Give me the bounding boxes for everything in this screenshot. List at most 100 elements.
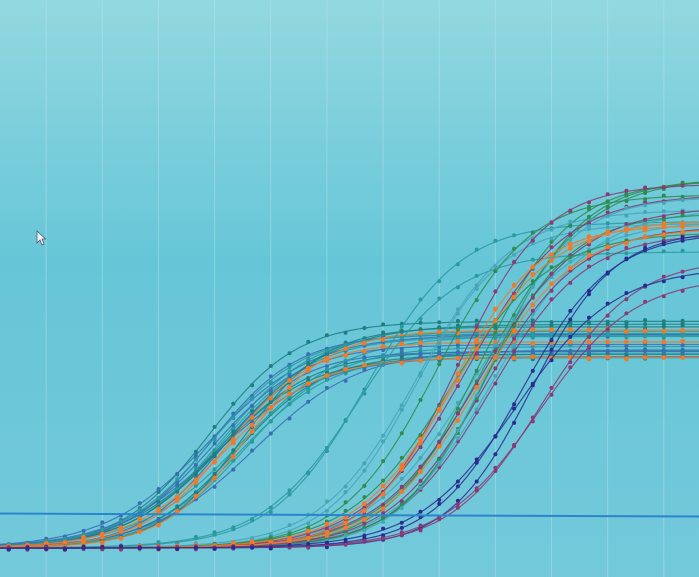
data-point: [455, 307, 460, 312]
data-point: [680, 323, 685, 328]
data-point: [212, 472, 217, 477]
data-point: [493, 349, 498, 354]
data-point: [362, 348, 367, 354]
data-point: [399, 407, 404, 412]
data-point: [287, 391, 292, 396]
data-point: [380, 337, 386, 342]
data-point: [474, 247, 479, 252]
data-point: [512, 420, 517, 425]
data-point: [418, 358, 423, 364]
data-point: [512, 233, 517, 238]
data-point: [193, 457, 198, 462]
data-point: [118, 525, 124, 531]
data-point: [549, 236, 554, 241]
data-point: [250, 518, 255, 523]
data-point: [362, 517, 367, 522]
data-point: [399, 329, 404, 334]
curve-line: [0, 332, 699, 547]
data-point: [418, 340, 423, 346]
data-point: [381, 526, 386, 531]
data-point: [268, 419, 273, 424]
data-point: [268, 431, 273, 436]
data-point: [680, 180, 685, 185]
data-point: [530, 272, 536, 277]
data-point: [418, 330, 423, 336]
data-point: [680, 194, 685, 199]
data-point: [212, 459, 218, 465]
data-point: [175, 471, 180, 476]
data-point: [381, 322, 386, 327]
data-point: [436, 444, 442, 449]
data-point: [474, 407, 479, 412]
data-point: [605, 354, 611, 360]
data-point: [680, 328, 685, 333]
data-point: [455, 323, 460, 328]
data-point: [175, 504, 180, 509]
data-point: [118, 529, 124, 534]
data-point: [587, 221, 591, 226]
data-point: [493, 336, 498, 341]
data-point: [306, 541, 311, 546]
data-point: [661, 348, 666, 353]
data-point: [381, 511, 386, 516]
data-point: [455, 505, 460, 510]
data-point: [437, 326, 442, 331]
data-point: [530, 322, 535, 327]
amplification-curve[interactable]: [0, 270, 699, 552]
data-point: [418, 445, 423, 450]
data-point: [661, 294, 666, 299]
data-point: [642, 227, 648, 233]
data-point: [418, 327, 423, 332]
data-point: [343, 520, 348, 526]
curve-line: [0, 343, 699, 547]
data-point: [587, 292, 591, 297]
data-point: [362, 468, 367, 473]
amplification-curve[interactable]: [0, 326, 699, 550]
data-point: [680, 349, 685, 354]
data-point: [231, 423, 236, 428]
data-point: [437, 352, 442, 356]
data-point: [568, 255, 573, 260]
data-point: [587, 321, 591, 326]
data-point: [287, 351, 292, 356]
data-point: [381, 536, 386, 541]
data-point: [474, 488, 479, 493]
data-point: [511, 294, 517, 300]
data-point: [324, 348, 329, 353]
data-point: [605, 321, 610, 326]
data-point: [250, 545, 255, 550]
data-point: [680, 234, 685, 239]
data-point: [605, 199, 610, 204]
data-point: [661, 224, 667, 230]
data-point: [680, 321, 685, 325]
data-point: [231, 401, 236, 406]
data-point: [381, 354, 386, 359]
data-point: [306, 471, 311, 476]
data-point: [193, 462, 198, 467]
data-point: [343, 330, 348, 335]
data-point: [399, 350, 404, 355]
data-point: [418, 351, 423, 356]
data-point: [418, 509, 423, 514]
data-point: [156, 518, 161, 523]
data-point: [380, 483, 386, 489]
data-point: [512, 317, 517, 322]
data-point: [680, 331, 685, 336]
data-point: [306, 339, 311, 344]
data-point: [680, 230, 685, 235]
data-point: [549, 239, 554, 244]
threshold-line[interactable]: [0, 512, 699, 518]
data-point: [680, 221, 685, 226]
data-point: [530, 285, 535, 289]
data-point: [474, 318, 479, 323]
data-point: [605, 343, 610, 348]
data-point: [493, 306, 498, 312]
data-point: [587, 249, 591, 254]
curve-line: [0, 272, 699, 549]
data-point: [587, 204, 591, 209]
data-point: [568, 334, 573, 339]
data-point: [643, 318, 648, 322]
data-point: [512, 406, 517, 411]
data-point: [624, 291, 629, 295]
data-point: [568, 308, 573, 313]
